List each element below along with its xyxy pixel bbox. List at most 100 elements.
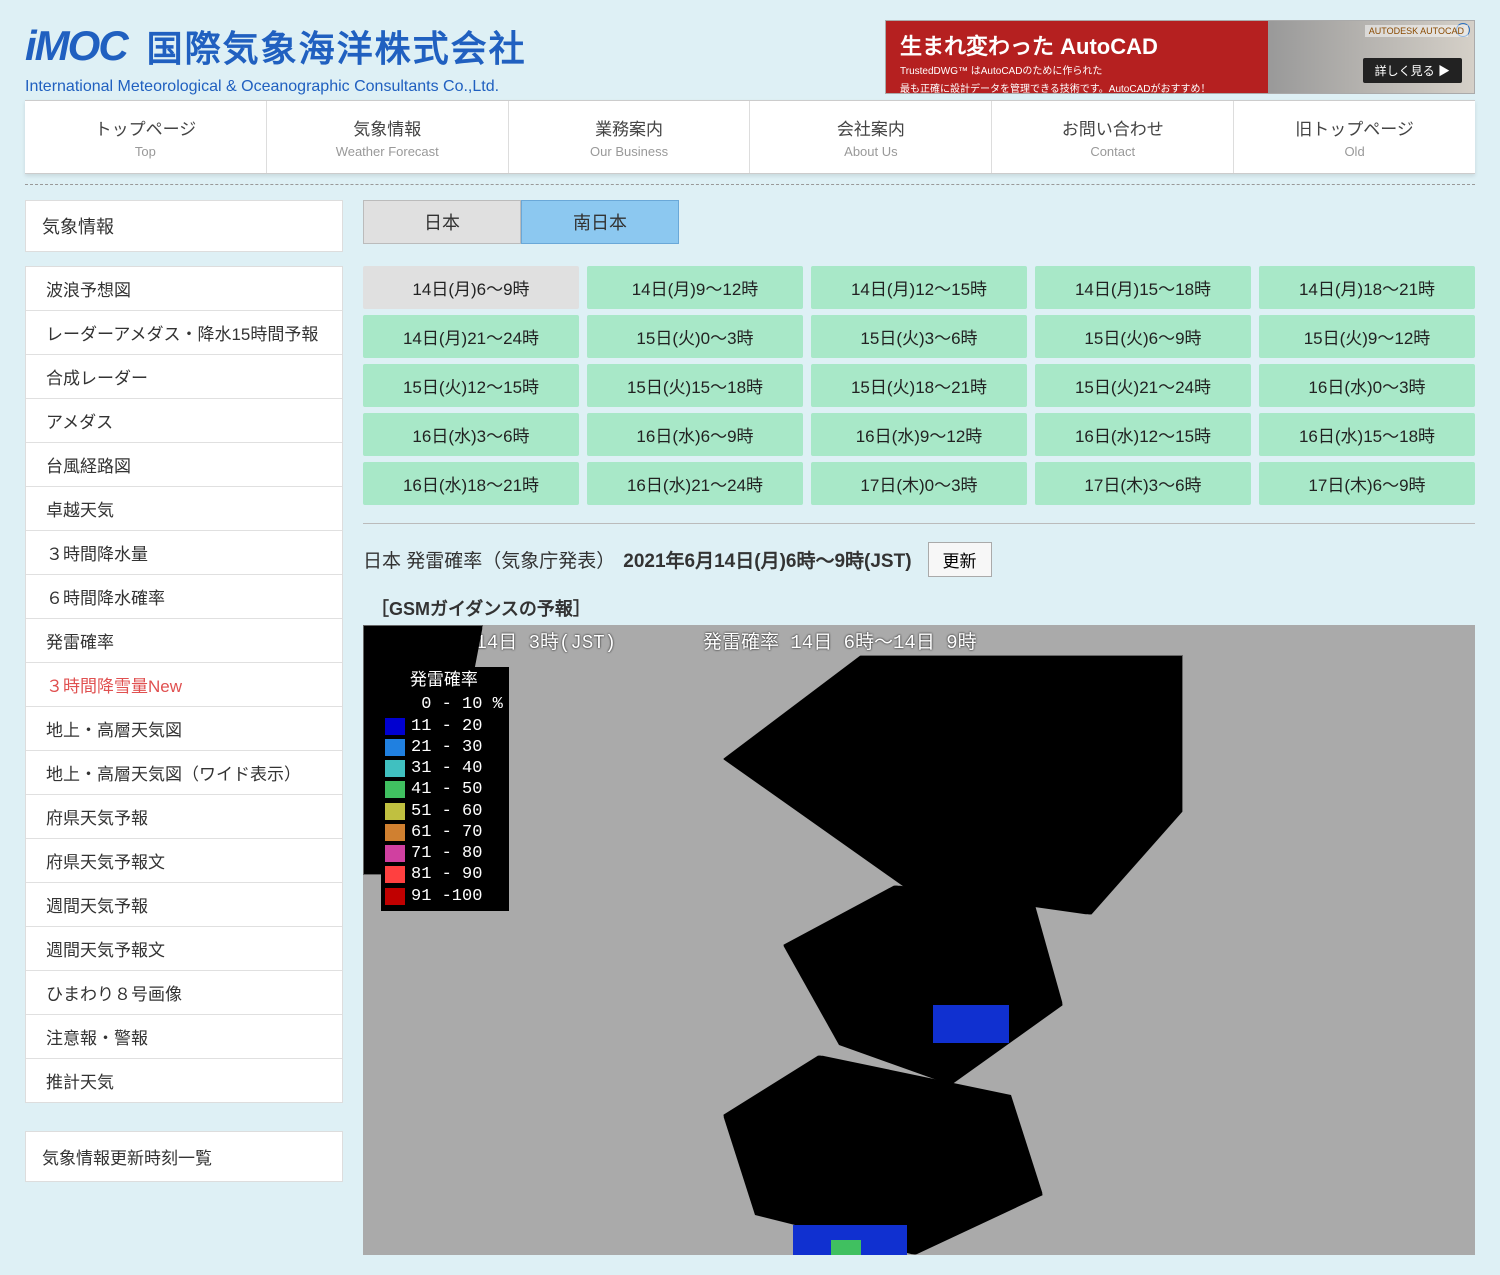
sidebar-item-18[interactable]: 推計天気 (26, 1059, 342, 1102)
time-cell-5[interactable]: 14日(月)21～24時 (363, 315, 579, 358)
topnav-item-1[interactable]: 気象情報Weather Forecast (267, 101, 509, 173)
legend-label: 71 - 80 (411, 843, 482, 864)
ad-subtitle-2: 最も正確に設計データを管理できる技術です。AutoCADがおすすめ！ (900, 83, 1460, 97)
ad-banner[interactable]: i 生まれ変わった AutoCAD TrustedDWG™ はAutoCADのた… (885, 20, 1475, 94)
legend-label: 81 - 90 (411, 864, 482, 885)
topnav-en: Contact (992, 144, 1233, 159)
topnav-jp: トップページ (25, 115, 266, 140)
time-cell-2[interactable]: 14日(月)12～15時 (811, 266, 1027, 309)
time-cell-13[interactable]: 15日(火)21～24時 (1035, 364, 1251, 407)
legend-swatch (385, 845, 405, 862)
header: iMOC 国際気象海洋株式会社 International Meteorolog… (0, 0, 1500, 100)
time-cell-9[interactable]: 15日(火)9～12時 (1259, 315, 1475, 358)
time-cell-6[interactable]: 15日(火)0～3時 (587, 315, 803, 358)
legend-swatch (385, 824, 405, 841)
chart-title-row: 日本 発雷確率（気象庁発表） 2021年6月14日(月)6時～9時(JST) 更… (363, 538, 1475, 581)
topnav-en: About Us (750, 144, 991, 159)
logo-jp: 国際気象海洋株式会社 (147, 20, 527, 72)
sidebar-item-3[interactable]: アメダス (26, 399, 342, 443)
time-cell-4[interactable]: 14日(月)18～21時 (1259, 266, 1475, 309)
topnav-en: Our Business (509, 144, 750, 159)
time-cell-15[interactable]: 16日(水)3～6時 (363, 413, 579, 456)
time-cell-24[interactable]: 17日(木)6～9時 (1259, 462, 1475, 505)
legend-label: 21 - 30 (411, 737, 482, 758)
sidebar-item-10[interactable]: 地上・高層天気図 (26, 707, 342, 751)
legend-label: 91 -100 (411, 886, 482, 907)
legend-row-7: 71 - 80 (385, 843, 503, 864)
time-cell-22[interactable]: 17日(木)0～3時 (811, 462, 1027, 505)
thunder-prob-map: 2021年 6月14日 3時(JST) 発雷確率 14日 6時～14日 9時 発… (363, 625, 1475, 1255)
sidebar-item-8[interactable]: 発雷確率 (26, 619, 342, 663)
logo-mark: iMOC (25, 22, 127, 70)
chart-subtitle: ［GSMガイダンスの予報］ (371, 595, 1475, 621)
main-content: 日本南日本 14日(月)6～9時14日(月)9～12時14日(月)12～15時1… (363, 200, 1475, 1255)
sidebar-item-2[interactable]: 合成レーダー (26, 355, 342, 399)
time-cell-20[interactable]: 16日(水)18～21時 (363, 462, 579, 505)
topnav-en: Top (25, 144, 266, 159)
time-cell-0[interactable]: 14日(月)6～9時 (363, 266, 579, 309)
topnav-item-4[interactable]: お問い合わせContact (992, 101, 1234, 173)
region-tabs: 日本南日本 (363, 200, 1475, 244)
top-nav: トップページ Top気象情報Weather Forecast業務案内 Our Bus… (25, 100, 1475, 174)
legend-label: 11 - 20 (411, 716, 482, 737)
sidebar-item-5[interactable]: 卓越天気 (26, 487, 342, 531)
sidebar-item-11[interactable]: 地上・高層天気図（ワイド表示） (26, 751, 342, 795)
legend-swatch (385, 760, 405, 777)
sidebar-item-7[interactable]: ６時間降水確率 (26, 575, 342, 619)
ad-cta-button[interactable]: 詳しく見る ▶ (1363, 58, 1462, 83)
legend-swatch (385, 718, 405, 735)
hr (363, 523, 1475, 524)
sidebar-item-14[interactable]: 週間天気予報 (26, 883, 342, 927)
time-cell-21[interactable]: 16日(水)21～24時 (587, 462, 803, 505)
sidebar-item-1[interactable]: レーダーアメダス・降水15時間予報 (26, 311, 342, 355)
sidebar-item-17[interactable]: 注意報・警報 (26, 1015, 342, 1059)
time-cell-19[interactable]: 16日(水)15～18時 (1259, 413, 1475, 456)
time-cell-23[interactable]: 17日(木)3～6時 (1035, 462, 1251, 505)
sidebar-item-4[interactable]: 台風経路図 (26, 443, 342, 487)
topnav-item-3[interactable]: 会社案内 About Us (750, 101, 992, 173)
ad-brand-tag: AUTODESK AUTOCAD (1365, 25, 1468, 37)
legend-row-6: 61 - 70 (385, 822, 503, 843)
legend-row-9: 91 -100 (385, 886, 503, 907)
sidebar-item-12[interactable]: 府県天気予報 (26, 795, 342, 839)
sidebar-item-16[interactable]: ひまわり８号画像 (26, 971, 342, 1015)
legend-row-3: 31 - 40 (385, 758, 503, 779)
time-cell-17[interactable]: 16日(水)9～12時 (811, 413, 1027, 456)
legend-label: 61 - 70 (411, 822, 482, 843)
time-cell-3[interactable]: 14日(月)15～18時 (1035, 266, 1251, 309)
divider (25, 184, 1475, 186)
legend-row-1: 11 - 20 (385, 716, 503, 737)
legend-swatch (385, 866, 405, 883)
region-tab-1[interactable]: 南日本 (521, 200, 679, 244)
chart-datetime: 2021年6月14日(月)6時～9時(JST) (623, 546, 911, 573)
sidebar-item-13[interactable]: 府県天気予報文 (26, 839, 342, 883)
legend-label: 31 - 40 (411, 758, 482, 779)
topnav-item-0[interactable]: トップページ Top (25, 101, 267, 173)
sidebar-title: 気象情報 (25, 200, 343, 252)
sidebar-item-9[interactable]: ３時間降雪量New (26, 663, 342, 707)
sidebar-item-6[interactable]: ３時間降水量 (26, 531, 342, 575)
topnav-item-2[interactable]: 業務案内 Our Business (509, 101, 751, 173)
region-tab-0[interactable]: 日本 (363, 200, 521, 244)
refresh-button[interactable]: 更新 (928, 542, 992, 577)
legend-swatch (385, 739, 405, 756)
time-cell-7[interactable]: 15日(火)3～6時 (811, 315, 1027, 358)
topnav-jp: 業務案内 (509, 115, 750, 140)
topnav-item-5[interactable]: 旧トップページOld (1234, 101, 1475, 173)
sidebar-item-15[interactable]: 週間天気予報文 (26, 927, 342, 971)
time-cell-11[interactable]: 15日(火)15～18時 (587, 364, 803, 407)
time-cell-12[interactable]: 15日(火)18～21時 (811, 364, 1027, 407)
legend-swatch (385, 803, 405, 820)
time-cell-8[interactable]: 15日(火)6～9時 (1035, 315, 1251, 358)
topnav-jp: 気象情報 (267, 115, 508, 140)
time-cell-1[interactable]: 14日(月)9～12時 (587, 266, 803, 309)
sidebar-item-0[interactable]: 波浪予想図 (26, 267, 342, 311)
sidebar-section-2[interactable]: 気象情報更新時刻一覧 (25, 1131, 343, 1182)
topnav-jp: 会社案内 (750, 115, 991, 140)
time-cell-10[interactable]: 15日(火)12～15時 (363, 364, 579, 407)
time-cell-18[interactable]: 16日(水)12～15時 (1035, 413, 1251, 456)
map-legend: 発雷確率 0 - 10 %11 - 2021 - 3031 - 4041 - 5… (381, 667, 509, 911)
topnav-jp: 旧トップページ (1234, 115, 1475, 140)
time-cell-16[interactable]: 16日(水)6～9時 (587, 413, 803, 456)
time-cell-14[interactable]: 16日(水)0～3時 (1259, 364, 1475, 407)
